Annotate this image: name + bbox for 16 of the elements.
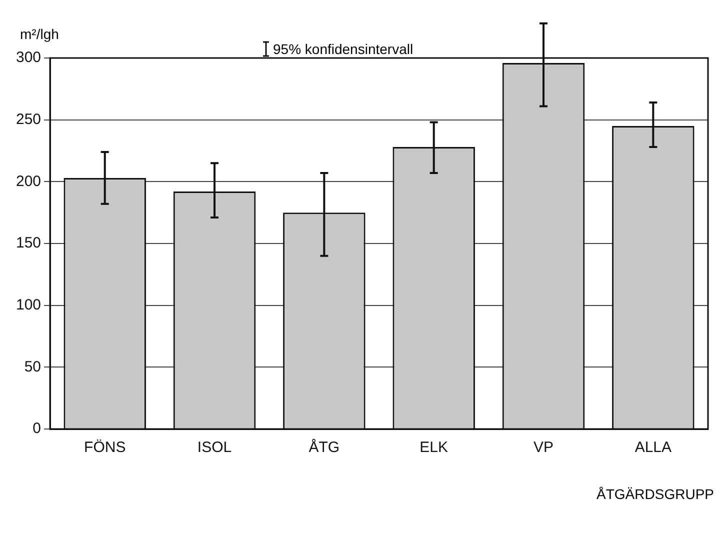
x-axis-title: ÅTGÄRDSGRUPP bbox=[596, 486, 714, 502]
y-tick-label: 50 bbox=[24, 358, 42, 376]
x-tick-label: FÖNS bbox=[84, 439, 126, 456]
text: 95% konfidensintervall bbox=[273, 41, 414, 57]
y-tick-label: 250 bbox=[16, 110, 42, 128]
x-tick-label: VP bbox=[534, 439, 554, 456]
x-tick-label: ELK bbox=[420, 439, 448, 456]
x-tick-label: ALLA bbox=[634, 439, 672, 456]
x-tick-label: ISOL bbox=[197, 439, 232, 456]
y-tick-label: 0 bbox=[32, 420, 42, 438]
y-tick-label: 100 bbox=[16, 296, 42, 314]
x-tick-label: ÅTG bbox=[308, 438, 340, 456]
y-tick-label: 300 bbox=[16, 49, 42, 66]
y-axis-title: m²/lgh bbox=[20, 26, 59, 42]
y-tick-label: 200 bbox=[16, 172, 42, 190]
y-tick-label: 150 bbox=[16, 234, 42, 252]
